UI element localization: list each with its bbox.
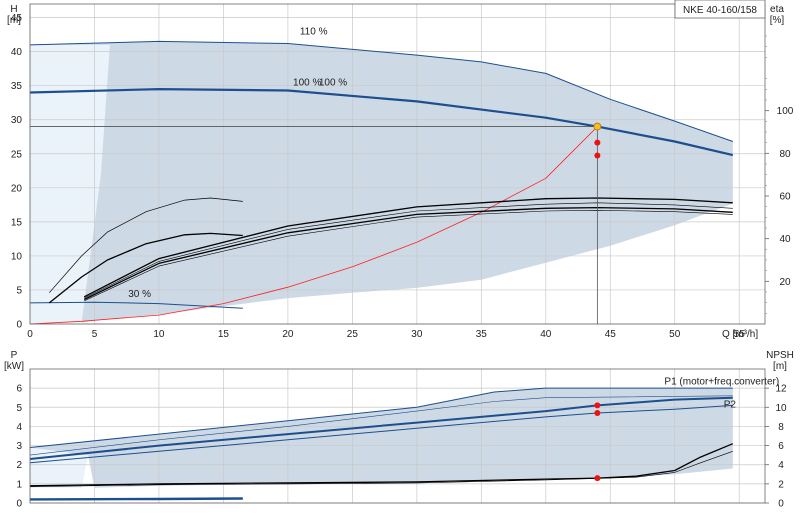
x-tick-label-5: 25 [347,329,359,340]
npsh-axis-title: NPSH [766,350,794,361]
npsh-axis-unit: [m] [773,361,787,372]
p-tick-label-4: 4 [16,422,22,433]
power-legend-1: P2 [724,399,737,410]
x-tick-label-1: 5 [92,329,98,340]
qh-series-8 [84,202,733,299]
p-axis-unit: [kW] [4,361,24,372]
npsh-tick-label-1: 2 [778,479,784,490]
qh-light-area [30,44,110,325]
p-tick-label-2: 2 [16,460,22,471]
qh-series-6 [83,197,733,298]
speed-label-0: 110 % [300,27,328,38]
power-series-3 [29,404,733,464]
power-operating-area [30,388,733,488]
h-tick-label-3: 15 [11,217,23,228]
q-axis-title: Q [m³/h] [722,329,758,340]
x-tick-label-6: 30 [411,329,423,340]
h-tick-label-5: 25 [11,149,23,160]
npsh-tick-label-6: 12 [775,384,787,395]
qh-series-2 [29,301,243,309]
h-axis-unit: [m] [7,15,21,26]
p-tick-label-3: 3 [16,441,22,452]
qh-series-0 [29,40,733,142]
x-tick-label-3: 15 [218,329,230,340]
eta-tick-label-3: 80 [779,149,791,160]
qh-series-7 [83,206,733,301]
power-legend-0: P1 (motor+freq.converter) [664,376,779,387]
eta-tick-label-0: 20 [779,277,791,288]
qh-series-5 [48,232,243,304]
power-series-2 [29,396,733,460]
h-tick-label-7: 35 [11,81,23,92]
eta-point-marker-0 [594,139,601,146]
x-tick-label-10: 50 [669,329,681,340]
eta-tick-label-4: 100 [777,106,794,117]
eta-point-marker-1 [594,152,601,159]
speed-label-1: 100 % [293,78,321,89]
speed-label-2: 100 % [319,78,347,89]
power-series-5 [29,498,243,501]
x-tick-label-7: 35 [476,329,488,340]
x-tick-label-2: 10 [153,329,165,340]
h-tick-label-0: 0 [16,320,22,331]
power-series-0 [29,387,733,448]
power-frame [29,368,766,504]
power-series-6 [29,443,734,487]
h-axis-title: H [10,4,17,15]
qh-series-9 [84,210,733,302]
power-point-marker-2 [594,475,601,482]
h-tick-label-2: 10 [11,251,23,262]
p-tick-label-5: 5 [16,403,22,414]
npsh-tick-label-4: 8 [778,422,784,433]
qh-series-1 [29,87,734,157]
chart-title: NKE 40-160/158 [683,5,757,16]
power-series-1 [29,395,733,456]
power-point-marker-1 [594,410,601,417]
h-tick-label-4: 20 [11,183,23,194]
npsh-tick-label-3: 6 [778,441,784,452]
duty-point-marker [593,122,602,131]
h-tick-label-6: 30 [11,115,23,126]
p-tick-label-1: 1 [16,479,22,490]
eta-axis-unit: [%] [770,15,785,26]
x-tick-label-11: 55 [734,329,746,340]
chart-title-box [674,0,766,19]
h-tick-label-1: 5 [16,285,22,296]
h-tick-label-9: 45 [11,13,23,24]
power-point-marker-0 [594,402,601,409]
power-series-7 [29,451,733,487]
x-tick-label-4: 20 [282,329,294,340]
npsh-tick-label-2: 4 [778,460,784,471]
qh-series-3 [29,126,598,325]
h-tick-label-8: 40 [11,47,23,58]
npsh-tick-label-0: 0 [778,499,784,510]
npsh-tick-label-5: 10 [775,403,787,414]
p-tick-label-6: 6 [16,384,22,395]
eta-axis-title: eta [770,4,784,15]
x-tick-label-0: 0 [27,329,33,340]
x-tick-label-9: 45 [605,329,617,340]
p-tick-label-0: 0 [16,499,22,510]
qh-series-4 [49,197,243,293]
x-tick-label-8: 40 [540,329,552,340]
speed-label-3: 30 % [128,289,151,300]
eta-tick-label-2: 60 [779,192,791,203]
eta-tick-label-1: 40 [779,234,791,245]
power-series-4 [29,497,243,501]
p-axis-title: P [11,350,18,361]
